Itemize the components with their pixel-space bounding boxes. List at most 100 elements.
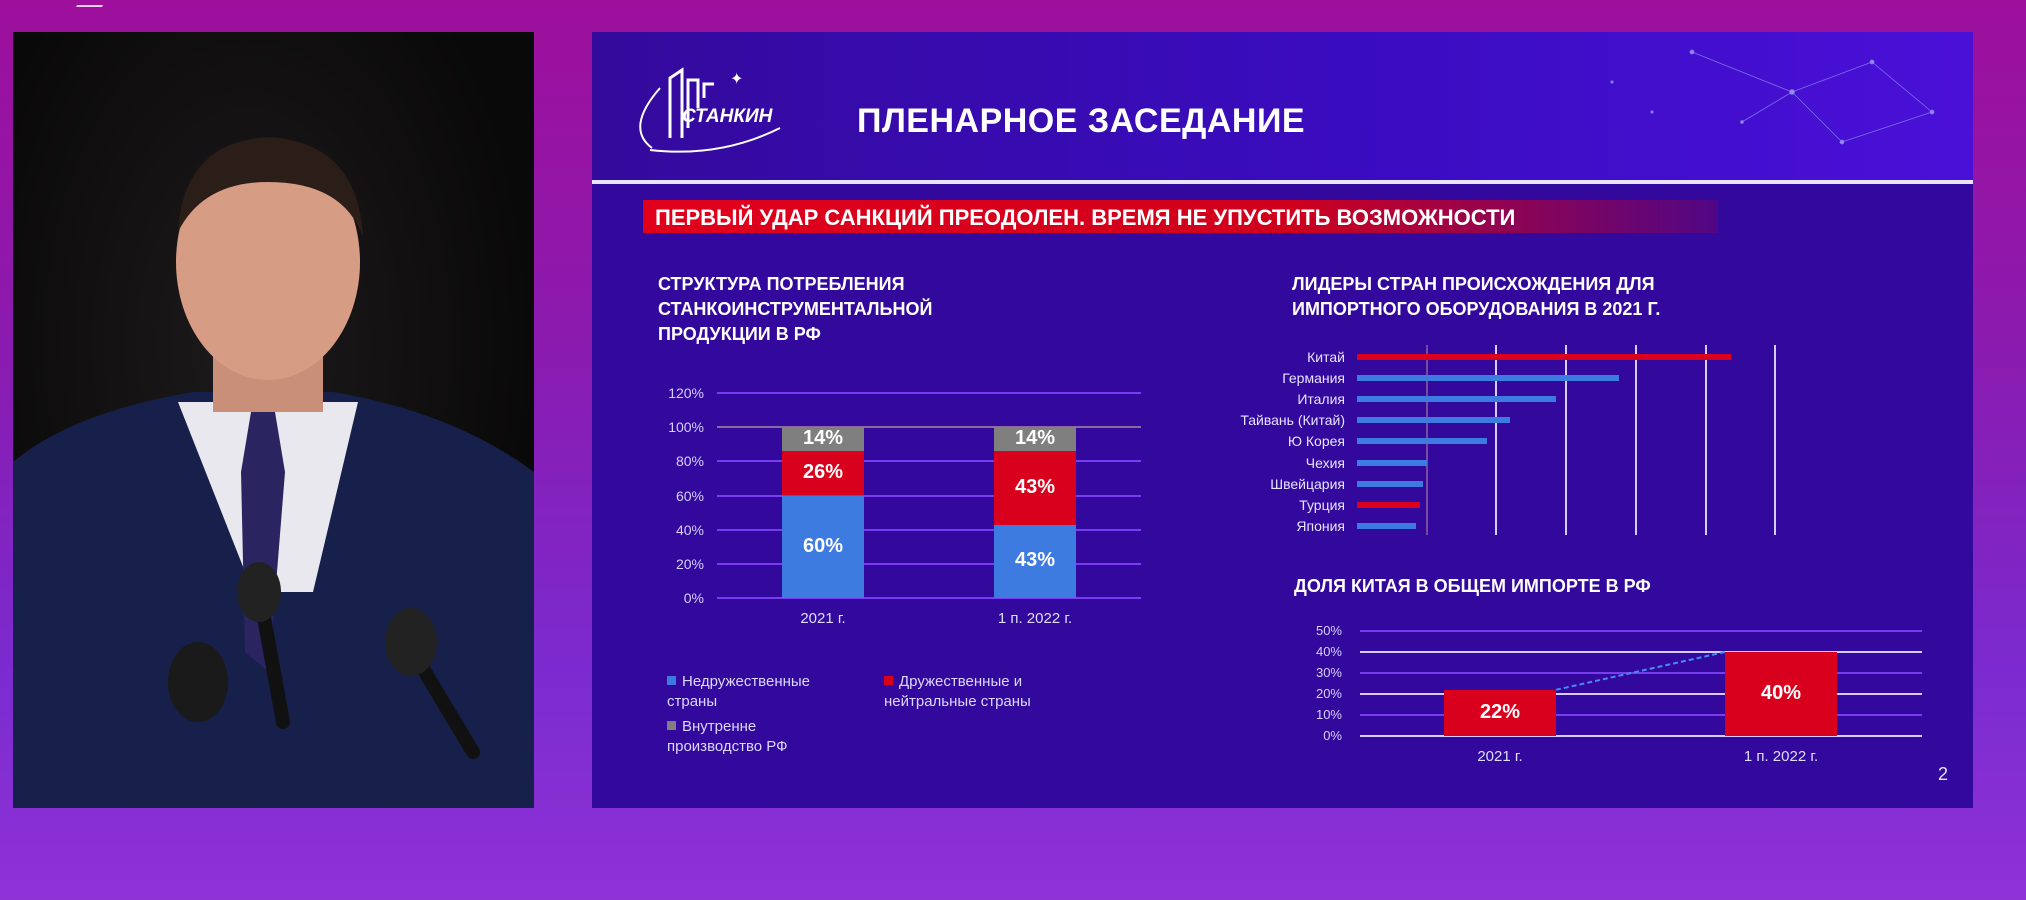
speaker-video bbox=[13, 32, 534, 808]
y-tick-label: 50% bbox=[1315, 623, 1342, 638]
data-label: 40% bbox=[1760, 682, 1802, 704]
bar bbox=[1444, 689, 1556, 736]
gridline bbox=[1634, 345, 1637, 535]
title-line: ИМПОРТНОГО ОБОРУДОВАНИЯ В 2021 Г. bbox=[1292, 299, 1661, 319]
x-category-label: 1 п. 2022 г. bbox=[997, 610, 1073, 627]
china-share-chart: 0% 10% 20% 30% 40% 50% 22% 2021 г. 40% 1 п. 2022 … bbox=[592, 32, 1973, 808]
bar bbox=[1725, 652, 1837, 736]
gridline bbox=[1704, 345, 1707, 535]
trend-line bbox=[1555, 651, 1726, 691]
country-label: Турция bbox=[1299, 496, 1345, 513]
legend-swatch bbox=[667, 721, 676, 730]
gridline bbox=[717, 392, 1141, 394]
logo-text: СТАНКИН bbox=[682, 106, 773, 127]
y-tick-label: 80% bbox=[675, 453, 704, 470]
slide-banner: ПЕРВЫЙ УДАР САНКЦИЙ ПРЕОДОЛЕН. ВРЕМЯ НЕ … bbox=[643, 200, 1718, 233]
country-label: Ю Корея bbox=[1287, 433, 1345, 450]
consumption-structure-title: СТРУКТУРА ПОТРЕБЛЕНИЯ СТАНКОИНСТРУМЕНТАЛ… bbox=[658, 272, 932, 347]
data-label: 26% bbox=[802, 461, 844, 484]
bar bbox=[1357, 354, 1731, 360]
country-label: Тайвань (Китай) bbox=[1240, 412, 1345, 429]
y-tick-label: 0% bbox=[683, 590, 704, 606]
country-label: Италия bbox=[1297, 391, 1345, 408]
gridline bbox=[717, 597, 1141, 599]
broadcast-logo-mark bbox=[75, 0, 107, 7]
banner-text: ПЕРВЫЙ УДАР САНКЦИЙ ПРЕОДОЛЕН. ВРЕМЯ НЕ … bbox=[655, 205, 1516, 230]
presentation-slide: ✦ СТАНКИН ПЛЕНАРНОЕ ЗАСЕДАНИЕ ПЕРВЫЙ УДА… bbox=[592, 32, 1973, 808]
country-label: Китай bbox=[1307, 349, 1345, 365]
bar-segment bbox=[994, 524, 1076, 598]
data-label: 14% bbox=[1014, 427, 1056, 450]
page-number: 2 bbox=[1938, 764, 1949, 784]
y-tick-label: 120% bbox=[668, 385, 704, 401]
title-line: СТАНКОИНСТРУМЕНТАЛЬНОЙ bbox=[658, 299, 933, 319]
y-tick-label: 30% bbox=[1315, 665, 1342, 680]
legend-label: Недружественные страны bbox=[667, 673, 811, 710]
x-category-label: 1 п. 2022 г. bbox=[1743, 748, 1819, 765]
data-label: 14% bbox=[802, 427, 844, 450]
y-tick-label: 60% bbox=[675, 487, 704, 504]
x-category-label: 2021 г. bbox=[800, 610, 846, 627]
bar-segment bbox=[782, 451, 864, 496]
bar-segment bbox=[782, 427, 864, 452]
bar bbox=[1357, 396, 1557, 403]
bar bbox=[1357, 375, 1620, 382]
bar bbox=[1357, 501, 1421, 508]
legend-swatch bbox=[667, 676, 676, 685]
data-label: 43% bbox=[1014, 475, 1056, 498]
bar bbox=[1357, 480, 1424, 487]
legend-item-domestic: Внутренне производство РФ bbox=[667, 717, 827, 757]
gridline bbox=[1774, 345, 1777, 535]
gridline bbox=[1360, 672, 1922, 674]
trend-line-layer bbox=[1555, 651, 1726, 691]
data-label: 22% bbox=[1479, 700, 1521, 723]
data-label: 60% bbox=[802, 534, 844, 557]
header-divider bbox=[592, 180, 1973, 184]
y-tick-label: 40% bbox=[675, 521, 704, 538]
bar bbox=[1357, 417, 1511, 424]
country-label: Япония bbox=[1296, 517, 1345, 534]
gridline bbox=[717, 460, 1141, 463]
y-tick-label: 40% bbox=[1315, 644, 1342, 659]
gridline bbox=[1495, 345, 1498, 535]
stankin-logo: ✦ СТАНКИН bbox=[630, 58, 808, 156]
gridline bbox=[1360, 651, 1922, 653]
x-category-label: 2021 г. bbox=[1477, 748, 1523, 765]
y-tick-label: 0% bbox=[1323, 728, 1342, 743]
gridline bbox=[1360, 630, 1922, 632]
import-leaders-chart: Китай Германия Италия Тайвань (Китай) Ю Коре… bbox=[592, 32, 1973, 808]
y-tick-label: 100% bbox=[668, 419, 704, 436]
data-label: 43% bbox=[1014, 549, 1056, 572]
legend-label: Внутренне производство РФ bbox=[667, 718, 788, 755]
speaker-image bbox=[13, 137, 534, 808]
bar bbox=[1357, 459, 1427, 466]
svg-text:✦: ✦ bbox=[730, 71, 743, 88]
network-decoration bbox=[1610, 49, 1935, 145]
legend-item-friendly: Дружественные и нейтральные страны bbox=[884, 672, 1084, 712]
y-tick-label: 10% bbox=[1315, 707, 1342, 722]
legend-swatch bbox=[884, 676, 893, 685]
gridline bbox=[717, 528, 1141, 531]
y-tick-label: 20% bbox=[1315, 686, 1342, 701]
country-label: Швейцария bbox=[1270, 475, 1345, 492]
legend-item-unfriendly: Недружественные страны bbox=[667, 672, 847, 712]
title-line: СТРУКТУРА ПОТРЕБЛЕНИЯ bbox=[658, 274, 905, 294]
y-tick-label: 20% bbox=[675, 555, 704, 572]
bar-segment bbox=[782, 495, 864, 598]
bar-segment bbox=[994, 427, 1076, 452]
bar bbox=[1357, 438, 1488, 445]
legend-label: Дружественные и нейтральные страны bbox=[884, 673, 1031, 710]
gridline bbox=[717, 426, 1141, 429]
gridline bbox=[1565, 345, 1568, 535]
gridline bbox=[1360, 714, 1922, 716]
country-label: Германия bbox=[1282, 370, 1345, 387]
gridline bbox=[717, 494, 1141, 497]
title-line: ЛИДЕРЫ СТРАН ПРОИСХОЖДЕНИЯ ДЛЯ bbox=[1292, 274, 1655, 294]
gridline bbox=[1360, 693, 1922, 695]
china-share-title: ДОЛЯ КИТАЯ В ОБЩЕМ ИМПОРТЕ В РФ bbox=[1294, 576, 1651, 596]
gridline bbox=[1360, 735, 1922, 737]
consumption-structure-chart: 0% 20% 40% 60% 80% 100% 120% 60% 26% 14% 2021 г. 43… bbox=[592, 32, 1292, 808]
slide-title: ПЛЕНАРНОЕ ЗАСЕДАНИЕ bbox=[857, 102, 1306, 140]
country-label: Чехия bbox=[1305, 454, 1345, 471]
gridline bbox=[717, 562, 1141, 565]
